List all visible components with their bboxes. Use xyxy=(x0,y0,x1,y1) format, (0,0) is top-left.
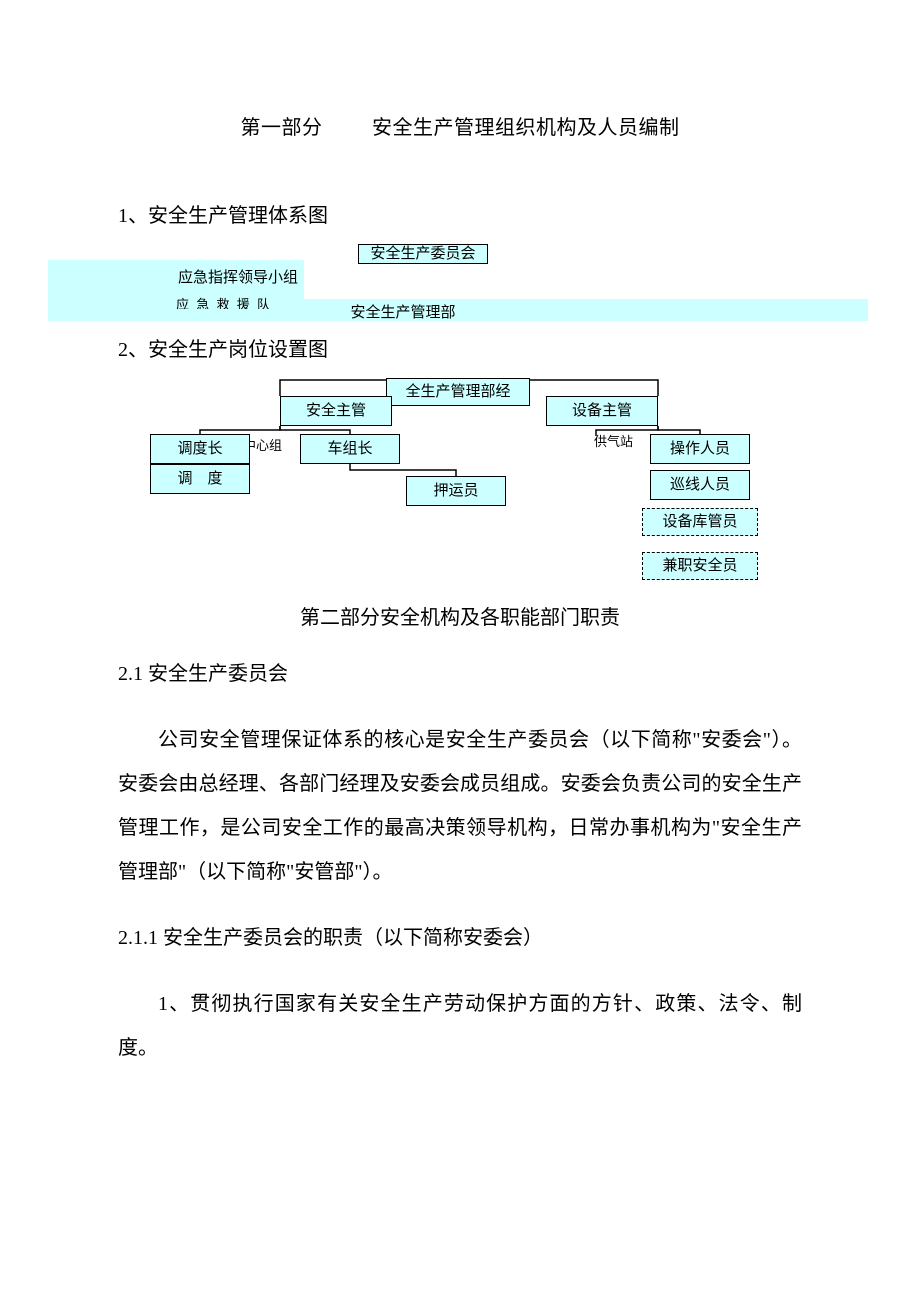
section-2-heading: 2、安全生产岗位设置图 xyxy=(118,334,802,366)
node-mgmt-dept: 安全生产管理部 xyxy=(333,301,473,325)
section-21-heading: 2.1 安全生产委员会 xyxy=(118,658,802,690)
node-mgmt-dept-manager: 全生产管理部经 xyxy=(386,378,530,406)
node-warehouse-keeper: 设备库管员 xyxy=(642,508,758,536)
node-patrol: 巡线人员 xyxy=(650,470,750,500)
section-21-para: 公司安全管理保证体系的核心是安全生产委员会（以下简称"安委会"）。安委会由总经理… xyxy=(118,718,802,894)
node-team-leader: 车组长 xyxy=(300,434,400,464)
title-part-label: 第一部分 xyxy=(241,112,323,144)
label-supply-station: 供气站 xyxy=(594,432,633,453)
section-211-heading: 2.1.1 安全生产委员会的职责（以下简称安委会） xyxy=(118,922,802,954)
section-1-heading: 1、安全生产管理体系图 xyxy=(118,200,802,232)
diagram-management-system: 安全生产委员会 应急指挥领导小组 应 急 救 援 队 安全生产管理部 xyxy=(118,244,802,326)
diagram-position-setup: 全生产管理部经 安全主管 设备主管 中心组 供气站 调度长 车组长 操作人员 调… xyxy=(150,378,770,588)
node-dispatch: 调 度 xyxy=(150,464,250,494)
part-2-title: 第二部分安全机构及各职能部门职责 xyxy=(118,602,802,634)
node-escort: 押运员 xyxy=(406,476,506,506)
node-safety-committee: 安全生产委员会 xyxy=(358,244,488,264)
node-operator: 操作人员 xyxy=(650,434,750,464)
node-emergency-group: 应急指挥领导小组 xyxy=(158,266,318,290)
section-211-item1: 1、贯彻执行国家有关安全生产劳动保护方面的方针、政策、法令、制度。 xyxy=(118,982,802,1070)
page-title: 第一部分 安全生产管理组织机构及人员编制 xyxy=(118,112,802,144)
node-rescue-team: 应 急 救 援 队 xyxy=(176,295,296,309)
node-safety-supervisor: 安全主管 xyxy=(280,396,392,426)
node-parttime-safety: 兼职安全员 xyxy=(642,552,758,580)
title-text: 安全生产管理组织机构及人员编制 xyxy=(372,117,680,139)
node-equipment-supervisor: 设备主管 xyxy=(546,396,658,426)
node-dispatch-chief: 调度长 xyxy=(150,434,250,464)
